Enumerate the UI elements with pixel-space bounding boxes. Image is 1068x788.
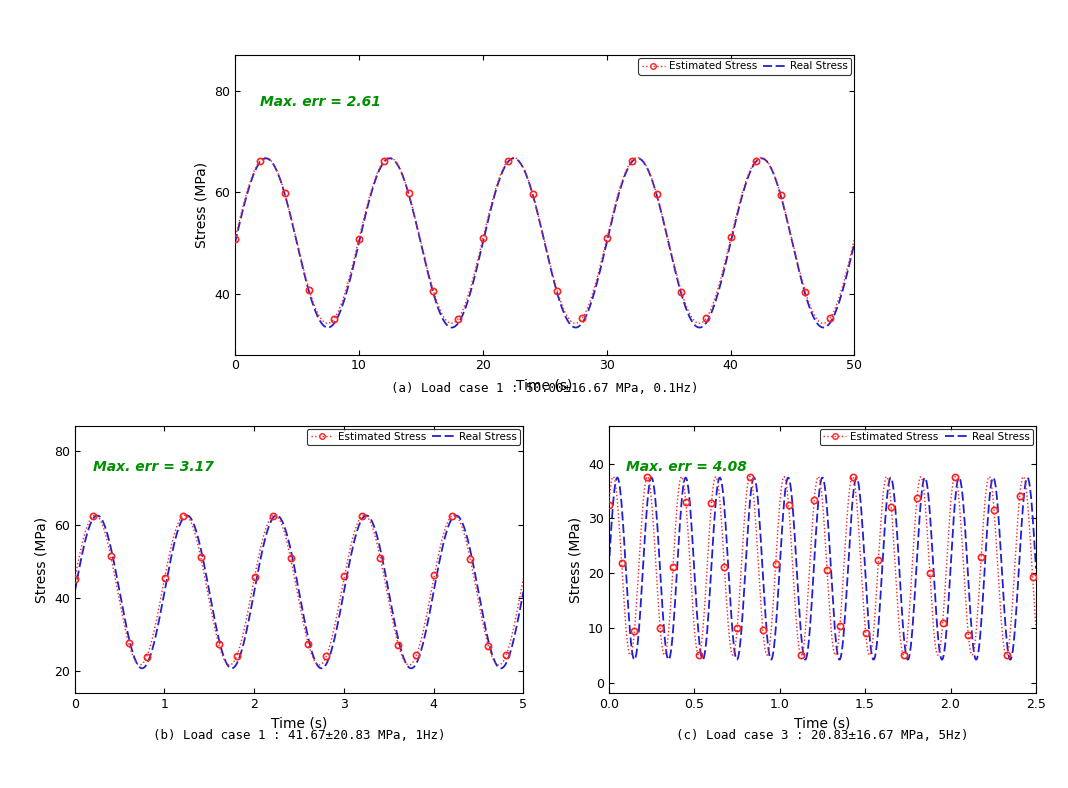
X-axis label: Time (s): Time (s) [517,378,572,392]
Text: (a) Load case 1 : 50.00±16.67 MPa, 0.1Hz): (a) Load case 1 : 50.00±16.67 MPa, 0.1Hz… [391,382,698,395]
Text: Max. err = 2.61: Max. err = 2.61 [260,95,380,109]
Text: (c) Load case 3 : 20.83±16.67 MPa, 5Hz): (c) Load case 3 : 20.83±16.67 MPa, 5Hz) [676,729,969,742]
Legend: Estimated Stress, Real Stress: Estimated Stress, Real Stress [308,429,520,445]
Y-axis label: Stress (MPa): Stress (MPa) [568,516,582,603]
X-axis label: Time (s): Time (s) [795,717,850,730]
Text: (b) Load case 1 : 41.67±20.83 MPa, 1Hz): (b) Load case 1 : 41.67±20.83 MPa, 1Hz) [153,729,445,742]
Text: Max. err = 3.17: Max. err = 3.17 [93,460,214,474]
Legend: Estimated Stress, Real Stress: Estimated Stress, Real Stress [820,429,1033,445]
X-axis label: Time (s): Time (s) [271,717,327,730]
Y-axis label: Stress (MPa): Stress (MPa) [194,162,208,248]
Y-axis label: Stress (MPa): Stress (MPa) [34,516,48,603]
Text: Max. err = 4.08: Max. err = 4.08 [626,460,747,474]
Legend: Estimated Stress, Real Stress: Estimated Stress, Real Stress [639,58,851,75]
